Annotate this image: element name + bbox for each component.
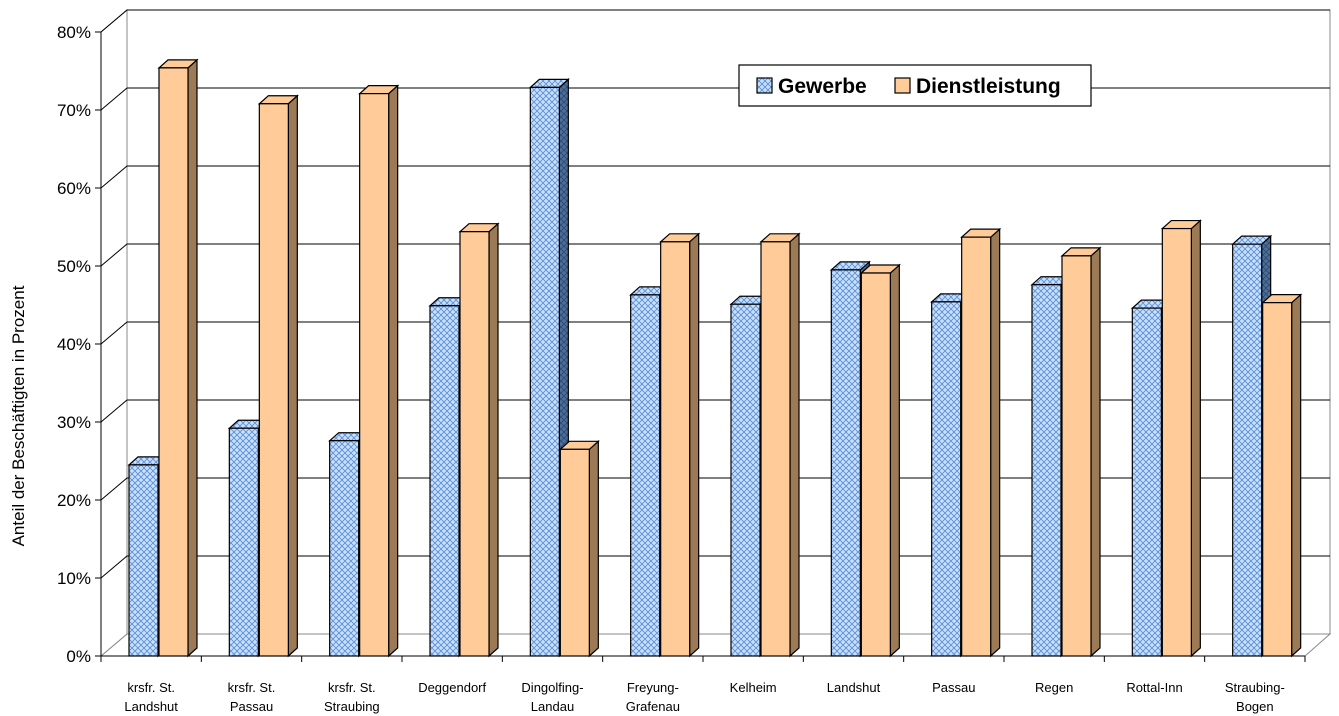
bar-dienstleistung xyxy=(1060,246,1102,658)
y-tick-label: 80% xyxy=(57,23,91,42)
y-tick-label: 20% xyxy=(57,491,91,510)
y-tick-label: 40% xyxy=(57,335,91,354)
bar-front xyxy=(1031,284,1062,657)
y-tick-label: 0% xyxy=(66,647,91,666)
bar-front xyxy=(529,86,560,657)
bar-front xyxy=(429,305,460,657)
bar-front xyxy=(760,241,791,657)
x-tick-label: Kelheim xyxy=(730,680,777,695)
bar-front xyxy=(459,231,490,657)
bar-front xyxy=(630,294,661,657)
bar-front xyxy=(1232,243,1263,657)
y-tick-label: 10% xyxy=(57,569,91,588)
bar-side xyxy=(488,222,499,658)
bar-front xyxy=(228,427,259,657)
gridline xyxy=(100,165,1330,189)
bar-side xyxy=(1190,219,1201,658)
bar-dienstleistung xyxy=(458,222,500,658)
x-tick-label: Rottal-Inn xyxy=(1126,680,1182,695)
gridline xyxy=(100,321,1330,345)
bar-front xyxy=(559,448,590,657)
bar-dienstleistung xyxy=(358,84,400,658)
bars xyxy=(127,58,1303,658)
y-tick-label: 50% xyxy=(57,257,91,276)
x-tick-label: Passau xyxy=(932,680,975,695)
x-tick-label: krsfr. St. Landshut xyxy=(124,680,178,714)
bar-front xyxy=(158,67,189,657)
bar-dienstleistung xyxy=(257,94,299,658)
bar-front xyxy=(830,269,861,657)
bar-side xyxy=(1291,293,1302,658)
bar-side xyxy=(388,84,399,658)
bar-side xyxy=(789,232,800,658)
legend-box xyxy=(738,64,1092,107)
bar-side xyxy=(1090,246,1101,658)
bar-side xyxy=(689,232,700,658)
x-tick-label: Deggendorf xyxy=(418,680,486,695)
x-tick-label: Landshut xyxy=(827,680,881,695)
bar-dienstleistung xyxy=(859,263,901,658)
legend-swatch xyxy=(894,77,911,94)
bar-front xyxy=(329,440,360,657)
bar-dienstleistung xyxy=(558,439,600,658)
bar-front xyxy=(128,464,159,657)
y-tick-label: 70% xyxy=(57,101,91,120)
bar-side xyxy=(588,439,599,658)
bar-dienstleistung xyxy=(1160,219,1202,658)
axes xyxy=(95,31,1306,662)
bar-front xyxy=(258,103,289,657)
bar-side xyxy=(990,227,1001,658)
bar-dienstleistung xyxy=(659,232,701,658)
x-tick-label: krsfr. St. Straubing xyxy=(324,680,380,714)
bar-front xyxy=(359,93,390,657)
y-tick-label: 60% xyxy=(57,179,91,198)
bar-front xyxy=(1061,255,1092,657)
gridline xyxy=(100,555,1330,579)
gridline xyxy=(100,243,1330,267)
legend: Gewerbe Dienstleistung xyxy=(738,64,1092,107)
bar-side xyxy=(889,263,900,658)
bar-front xyxy=(1131,307,1162,657)
legend-label: Gewerbe xyxy=(778,75,867,98)
bar-dienstleistung xyxy=(759,232,801,658)
y-axis-label: Anteil der Beschäftigten in Prozent xyxy=(9,285,28,546)
legend-label: Dienstleistung xyxy=(916,75,1061,98)
bar-side xyxy=(187,58,198,658)
bar-dienstleistung xyxy=(960,227,1002,658)
x-tick-label: Straubing-Bogen xyxy=(1225,680,1285,714)
x-tick-label: krsfr. St. Passau xyxy=(228,680,276,714)
x-tick-label: Regen xyxy=(1035,680,1073,695)
gridline xyxy=(100,399,1330,423)
bar-front xyxy=(730,303,761,657)
gridline xyxy=(100,9,1330,33)
bar-gewerbe xyxy=(528,78,570,658)
bar-front xyxy=(931,301,962,657)
legend-swatch xyxy=(756,77,773,94)
bar-front xyxy=(860,272,891,657)
x-tick-label: Dingolfing-Landau xyxy=(521,680,583,714)
y-tick-label: 30% xyxy=(57,413,91,432)
bar-front xyxy=(1262,302,1293,657)
bar-dienstleistung xyxy=(1261,293,1303,658)
x-tick-label: Freyung-Grafenau xyxy=(626,680,680,714)
labels: 0% 10% 20% 30% 40% 50% 60% 70% 80% krsfr. St. Land… xyxy=(57,23,1285,714)
bar-front xyxy=(961,236,992,657)
gridline xyxy=(100,477,1330,501)
bar-front xyxy=(660,241,691,657)
bar-dienstleistung xyxy=(157,58,199,658)
bar-front xyxy=(1161,227,1192,657)
bar-side xyxy=(287,94,298,658)
